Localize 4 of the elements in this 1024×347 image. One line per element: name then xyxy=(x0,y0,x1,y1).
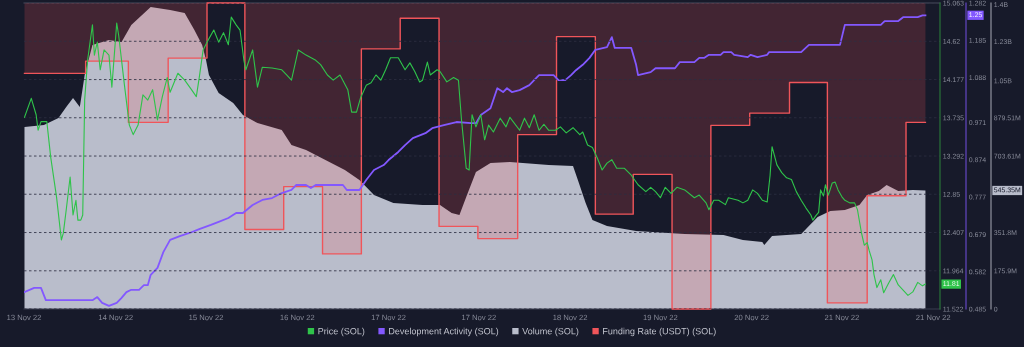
legend-label: Volume (SOL) xyxy=(522,327,579,337)
legend-label: Funding Rate (USDT) (SOL) xyxy=(603,327,716,337)
legend-label: Development Activity (SOL) xyxy=(389,327,499,337)
legend-label: Price (SOL) xyxy=(318,327,365,337)
